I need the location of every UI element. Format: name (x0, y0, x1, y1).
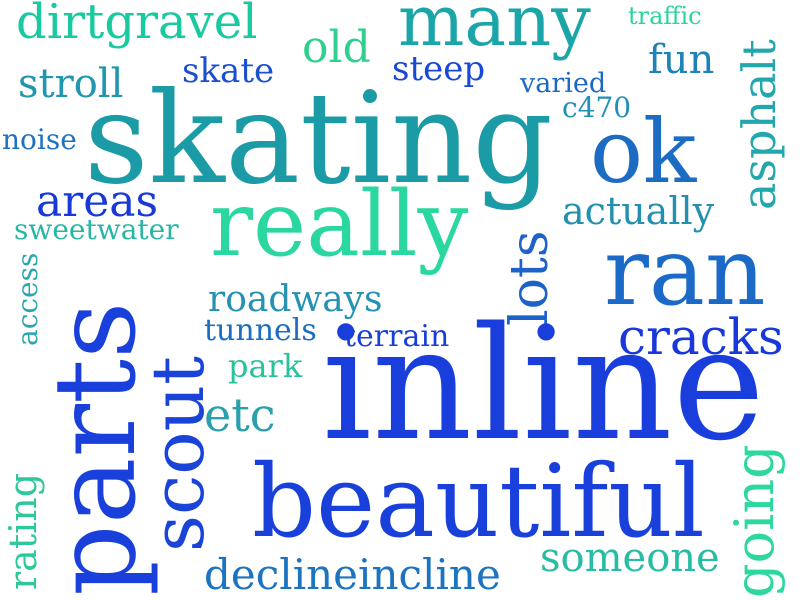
word-ran: ran (604, 218, 766, 327)
word-declineincline: declineincline (204, 550, 501, 599)
word-areas: areas (36, 176, 159, 227)
word-really: really (210, 172, 469, 277)
word-asphalt: asphalt (732, 39, 786, 210)
word-park: park (228, 347, 303, 385)
word-steep: steep (392, 49, 486, 89)
word-roadways: roadways (208, 279, 383, 320)
word-someone: someone (540, 535, 720, 581)
word-going: going (723, 444, 786, 598)
word-c470: c470 (562, 91, 632, 124)
word-varied: varied (520, 68, 607, 99)
word-etc: etc (204, 388, 276, 442)
word-stroll: stroll (18, 61, 124, 107)
word-old: old (302, 22, 371, 73)
word-inline: inline (322, 293, 765, 475)
word-scout: scout (136, 356, 220, 552)
word-ok: ok (590, 100, 697, 203)
word-skate: skate (182, 51, 275, 91)
word-rating: rating (1, 472, 45, 590)
word-tunnels: tunnels (204, 313, 317, 348)
word-skating: skating (84, 65, 553, 212)
word-beautiful: beautiful (252, 443, 705, 560)
word-traffic: traffic (628, 2, 702, 30)
word-fun: fun (648, 37, 715, 83)
word-cracks: cracks (618, 308, 784, 366)
word-sweetwater: sweetwater (14, 213, 179, 246)
word-terrain: terrain (344, 319, 450, 354)
word-many: many (398, 0, 591, 62)
word-actually: actually (562, 189, 715, 233)
word-noise: noise (2, 123, 77, 156)
word-dirtgravel: dirtgravel (16, 0, 258, 50)
